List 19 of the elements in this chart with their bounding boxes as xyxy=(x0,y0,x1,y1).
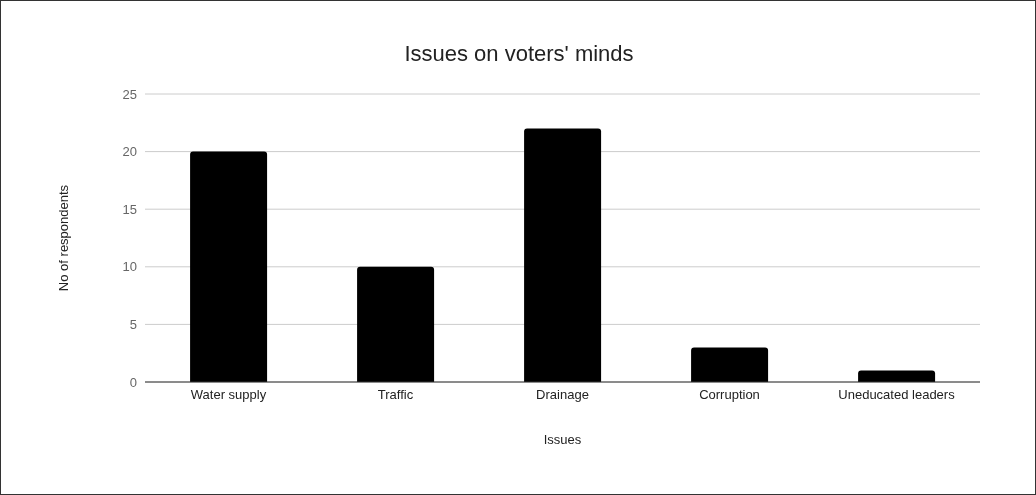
bar xyxy=(357,266,435,382)
x-tick-label: Drainage xyxy=(536,387,589,403)
x-tick-label: Traffic xyxy=(377,387,414,403)
chart-title: Issues on voters' minds xyxy=(403,41,635,67)
x-tick-label: Uneducated leaders xyxy=(838,387,956,403)
y-axis-title: No of respondents xyxy=(55,184,71,292)
bar xyxy=(691,347,769,382)
y-tick-label: 10 xyxy=(122,259,137,275)
y-tick-label: 15 xyxy=(122,201,137,217)
y-tick-label: 0 xyxy=(129,374,137,390)
bar xyxy=(858,370,936,382)
y-tick-label: 5 xyxy=(129,317,137,333)
x-axis-title: Issues xyxy=(543,432,582,447)
y-tick-label: 25 xyxy=(122,86,137,102)
y-tick-label: 20 xyxy=(122,144,137,160)
bar xyxy=(190,151,268,382)
x-tick-label: Corruption xyxy=(699,387,760,403)
bar xyxy=(524,128,602,382)
x-tick-label: Water supply xyxy=(190,387,267,403)
